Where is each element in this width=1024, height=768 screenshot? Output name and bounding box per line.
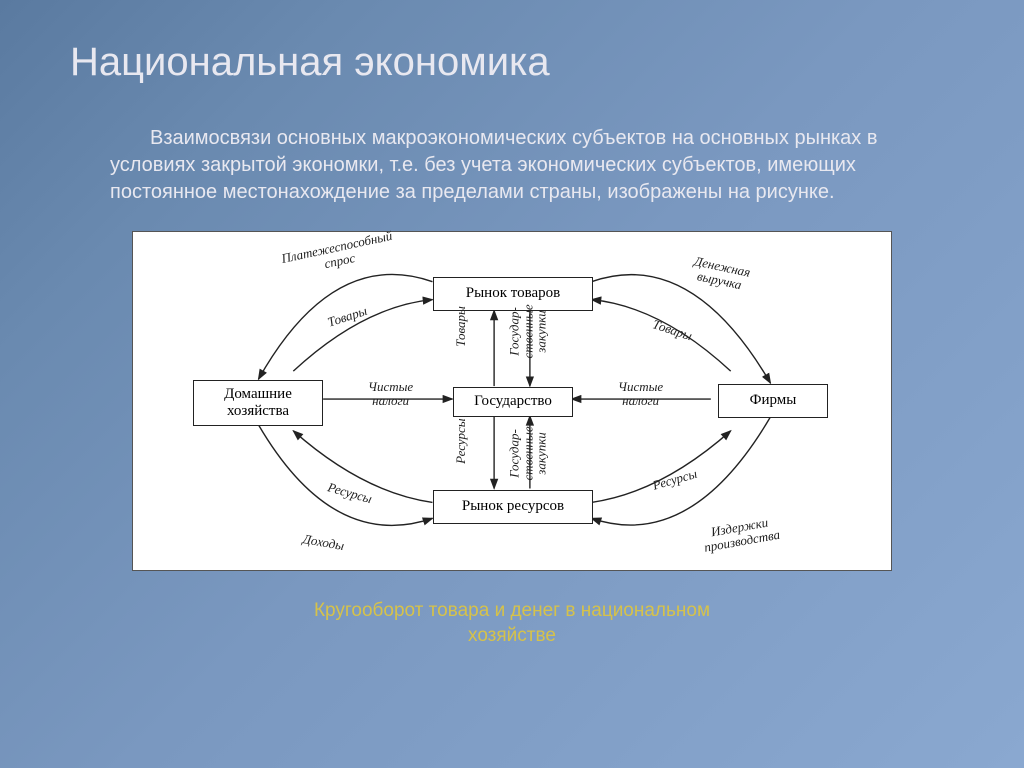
node-firms: Фирмы — [718, 384, 828, 418]
edge-label-9: Ресурсы — [454, 418, 468, 463]
slide: Национальная экономика Взаимосвязи основ… — [0, 0, 1024, 768]
edge-label-6: Товары — [454, 306, 468, 347]
edge-label-5: Чистыеналоги — [618, 380, 663, 407]
diagram-container: Рынок товаровДомашниехозяйстваГосударств… — [132, 231, 892, 571]
diagram-caption: Кругооборот товара и денег в национально… — [60, 599, 964, 648]
node-resources: Рынок ресурсов — [433, 490, 593, 524]
node-state: Государство — [453, 387, 573, 417]
circular-flow-diagram: Рынок товаровДомашниехозяйстваГосударств… — [133, 232, 891, 570]
page-title: Национальная экономика — [70, 40, 964, 85]
edge-label-7: Государ-ственныезакупки — [508, 304, 549, 358]
edge-label-8: Государ-ственныезакупки — [508, 426, 549, 480]
body-text: Взаимосвязи основных макроэкономических … — [110, 125, 944, 206]
edge-label-4: Чистыеналоги — [368, 380, 413, 407]
node-households: Домашниехозяйства — [193, 380, 323, 426]
